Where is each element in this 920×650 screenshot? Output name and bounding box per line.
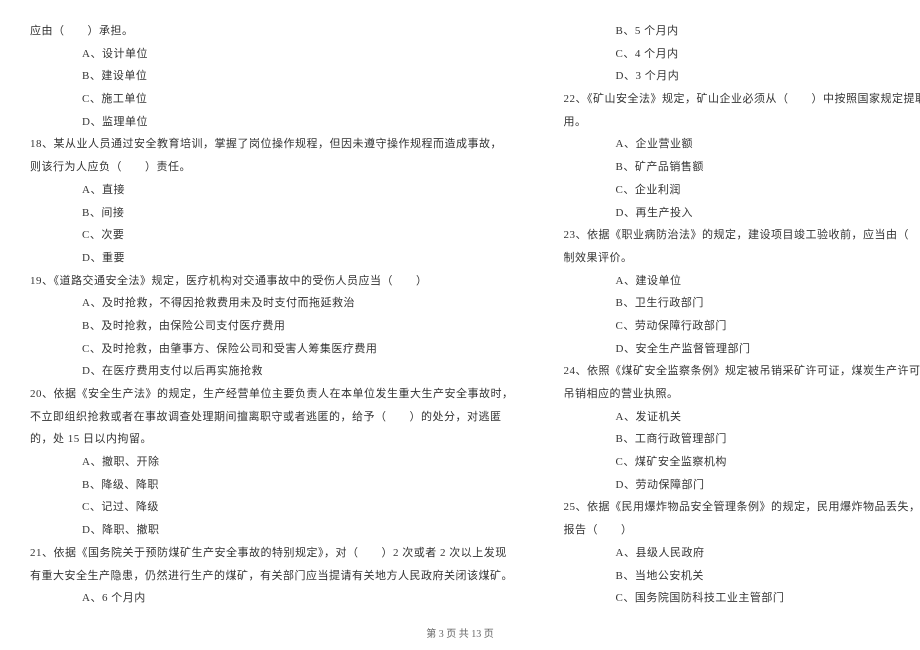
option-line: A、及时抢救，不得因抢救费用未及时支付而拖延救治: [30, 292, 514, 315]
option-line: C、劳动保障行政部门: [564, 315, 920, 338]
question-line: 24、依照《煤矿安全监察条例》规定被吊销采矿许可证，煤炭生产许可证的，由（ ）依…: [564, 360, 920, 383]
option-line: B、间接: [30, 202, 514, 225]
question-line: 吊销相应的营业执照。: [564, 383, 920, 406]
question-line: 制效果评价。: [564, 247, 920, 270]
option-line: C、企业利润: [564, 179, 920, 202]
option-line: D、安全生产监督管理部门: [564, 338, 920, 361]
question-line: 21、依据《国务院关于预防煤矿生产安全事故的特别规定》，对（ ）2 次或者 2 …: [30, 542, 514, 565]
option-line: C、国务院国防科技工业主管部门: [564, 587, 920, 610]
page-footer: 第 3 页 共 13 页: [0, 625, 920, 640]
question-line: 的，处 15 日以内拘留。: [30, 428, 514, 451]
option-line: D、监理单位: [30, 111, 514, 134]
option-line: C、次要: [30, 224, 514, 247]
option-line: B、降级、降职: [30, 474, 514, 497]
question-line: 报告（ ）: [564, 519, 920, 542]
option-line: D、再生产投入: [564, 202, 920, 225]
option-line: B、工商行政管理部门: [564, 428, 920, 451]
question-line: 25、依据《民用爆炸物品安全管理条例》的规定，民用爆炸物品丢失，被盗，被抢，应当…: [564, 496, 920, 519]
question-line: 18、某从业人员通过安全教育培训，掌握了岗位操作规程，但因未遵守操作规程而造成事…: [30, 133, 514, 156]
question-line: 则该行为人应负（ ）责任。: [30, 156, 514, 179]
question-line: 19、《道路交通安全法》规定，医疗机构对交通事故中的受伤人员应当（ ）: [30, 270, 514, 293]
option-line: D、降职、撤职: [30, 519, 514, 542]
option-line: C、施工单位: [30, 88, 514, 111]
option-line: C、记过、降级: [30, 496, 514, 519]
page-container: 应由（ ）承担。A、设计单位B、建设单位C、施工单位D、监理单位18、某从业人员…: [30, 20, 890, 610]
option-line: B、及时抢救，由保险公司支付医疗费用: [30, 315, 514, 338]
option-line: B、建设单位: [30, 65, 514, 88]
option-line: A、县级人民政府: [564, 542, 920, 565]
option-line: B、5 个月内: [564, 20, 920, 43]
option-line: C、煤矿安全监察机构: [564, 451, 920, 474]
option-line: C、4 个月内: [564, 43, 920, 66]
option-line: A、企业营业额: [564, 133, 920, 156]
option-line: D、劳动保障部门: [564, 474, 920, 497]
option-line: B、卫生行政部门: [564, 292, 920, 315]
question-line: 应由（ ）承担。: [30, 20, 514, 43]
option-line: A、直接: [30, 179, 514, 202]
question-line: 不立即组织抢救或者在事故调查处理期间擅离职守或者逃匿的，给予（ ）的处分，对逃匿: [30, 406, 514, 429]
option-line: B、当地公安机关: [564, 565, 920, 588]
option-line: A、建设单位: [564, 270, 920, 293]
left-column: 应由（ ）承担。A、设计单位B、建设单位C、施工单位D、监理单位18、某从业人员…: [30, 20, 514, 610]
option-line: A、撤职、开除: [30, 451, 514, 474]
option-line: A、6 个月内: [30, 587, 514, 610]
option-line: A、设计单位: [30, 43, 514, 66]
option-line: A、发证机关: [564, 406, 920, 429]
question-line: 20、依据《安全生产法》的规定，生产经营单位主要负责人在本单位发生重大生产安全事…: [30, 383, 514, 406]
option-line: B、矿产品销售额: [564, 156, 920, 179]
question-line: 有重大安全生产隐患，仍然进行生产的煤矿，有关部门应当提请有关地方人民政府关闭该煤…: [30, 565, 514, 588]
option-line: C、及时抢救，由肇事方、保险公司和受害人筹集医疗费用: [30, 338, 514, 361]
option-line: D、重要: [30, 247, 514, 270]
question-line: 23、依据《职业病防治法》的规定，建设项目竣工验收前，应当由（ ）进行职业病危害…: [564, 224, 920, 247]
question-line: 22、《矿山安全法》规定，矿山企业必须从（ ）中按照国家规定提取安全技术措施专项…: [564, 88, 920, 111]
option-line: D、在医疗费用支付以后再实施抢救: [30, 360, 514, 383]
option-line: D、3 个月内: [564, 65, 920, 88]
right-column: B、5 个月内C、4 个月内D、3 个月内22、《矿山安全法》规定，矿山企业必须…: [564, 20, 920, 610]
question-line: 用。: [564, 111, 920, 134]
